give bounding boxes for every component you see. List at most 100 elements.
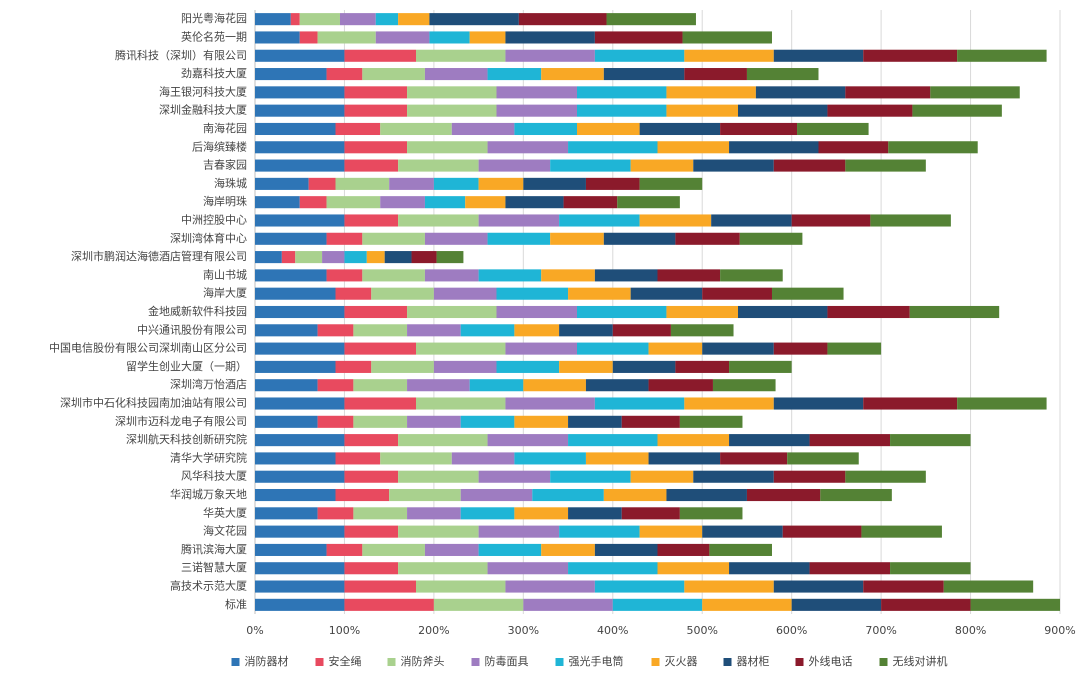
bar-segment xyxy=(433,177,479,190)
bar-segment xyxy=(684,580,774,593)
bar-segment xyxy=(639,177,703,190)
bar-segment xyxy=(407,324,461,337)
bar-segment xyxy=(657,269,721,282)
bar-segment xyxy=(505,31,595,44)
y-tick-label: 深圳航天科技创新研究院 xyxy=(126,432,247,446)
bar-segment xyxy=(317,379,354,392)
bar-segment xyxy=(344,470,399,483)
bar-segment xyxy=(375,13,399,26)
bar-segment xyxy=(612,360,676,373)
bar-segment xyxy=(344,525,399,538)
bar-segment xyxy=(684,68,747,81)
bar-segment xyxy=(424,543,479,556)
bar-segment xyxy=(702,287,772,300)
y-tick-label: 深圳市中石化科技园南加油站有限公司 xyxy=(60,396,247,410)
bar-segment xyxy=(746,68,819,81)
bar-segment xyxy=(436,251,464,264)
bar-segment xyxy=(559,525,640,538)
bar-segment xyxy=(326,269,363,282)
bar-segment xyxy=(295,251,323,264)
bar-segment xyxy=(353,324,408,337)
bar-segment xyxy=(255,31,300,44)
y-tick-label: 南山书城 xyxy=(203,268,247,281)
bar-segment xyxy=(416,580,506,593)
bar-segment xyxy=(594,580,685,593)
bar-segment xyxy=(478,525,560,538)
bar-segment xyxy=(344,86,408,99)
bar-segment xyxy=(326,196,381,209)
bar-segment xyxy=(863,580,944,593)
bar-segment xyxy=(407,305,497,319)
y-tick-label: 海王银河科技大厦 xyxy=(159,84,247,98)
y-tick-label: 海文花园 xyxy=(203,524,247,538)
bar-segment xyxy=(577,86,667,99)
bar-segment xyxy=(255,86,345,99)
bar-segment xyxy=(729,141,819,154)
y-tick-label: 标准 xyxy=(225,597,247,611)
bar-segment xyxy=(375,31,430,44)
bar-segment xyxy=(621,507,680,520)
bar-segment xyxy=(487,434,569,447)
bar-segment xyxy=(398,159,479,172)
legend-swatch xyxy=(231,658,240,666)
bar-segment xyxy=(344,49,416,62)
x-tick-label: 0% xyxy=(246,624,263,637)
bar-segment xyxy=(326,232,363,245)
bar-segment xyxy=(353,415,408,428)
bar-segment xyxy=(666,488,747,502)
bar-segment xyxy=(773,342,828,355)
bar-segment xyxy=(617,196,680,209)
bar-segment xyxy=(255,68,327,81)
bar-segment xyxy=(712,379,776,392)
bar-segment xyxy=(666,104,738,117)
bar-segment xyxy=(514,122,577,136)
bar-segment xyxy=(648,342,703,355)
bar-segment xyxy=(505,580,595,593)
y-tick-label: 深圳金融科技大厦 xyxy=(159,103,247,117)
bar-segment xyxy=(487,68,542,81)
y-tick-label: 阳光粤海花园 xyxy=(181,11,247,25)
bar-segment xyxy=(380,196,425,209)
bar-segment xyxy=(541,269,595,282)
bar-segment xyxy=(335,488,390,502)
bar-segment xyxy=(255,525,345,538)
y-tick-label: 华润城万象天地 xyxy=(170,487,247,501)
bar-segment xyxy=(398,470,479,483)
bar-segment xyxy=(335,287,372,300)
bar-segment xyxy=(255,141,345,154)
bar-segment xyxy=(621,415,680,428)
bar-segment xyxy=(630,287,703,300)
bar-segment xyxy=(863,49,958,62)
y-tick-label: 中洲控股中心 xyxy=(181,212,247,226)
bar-segment xyxy=(612,598,703,611)
bar-segment xyxy=(308,177,336,190)
bar-segment xyxy=(943,580,1034,593)
bar-segment xyxy=(739,232,803,245)
bar-segment xyxy=(791,598,882,611)
bar-segment xyxy=(568,434,658,447)
bar-segment xyxy=(460,488,533,502)
bar-segment xyxy=(255,251,282,264)
bar-segment xyxy=(451,452,515,465)
bar-segment xyxy=(675,232,740,245)
bar-segment xyxy=(505,196,564,209)
bar-segment xyxy=(433,287,497,300)
x-tick-label: 100% xyxy=(329,624,360,637)
bar-segment xyxy=(290,13,300,26)
bar-segment xyxy=(344,580,416,593)
y-tick-label: 风华科技大厦 xyxy=(181,469,247,483)
bar-segment xyxy=(523,177,586,190)
bar-segment xyxy=(863,397,958,410)
bar-segment xyxy=(344,598,434,611)
bar-segment xyxy=(389,177,434,190)
bar-segment xyxy=(335,360,372,373)
bar-segment xyxy=(827,104,913,117)
bar-segment xyxy=(594,31,683,44)
bar-segment xyxy=(568,507,622,520)
bar-segment xyxy=(594,49,685,62)
bar-segment xyxy=(594,269,658,282)
bar-segment xyxy=(478,159,551,172)
x-tick-label: 200% xyxy=(418,624,449,637)
bar-segment xyxy=(603,488,667,502)
